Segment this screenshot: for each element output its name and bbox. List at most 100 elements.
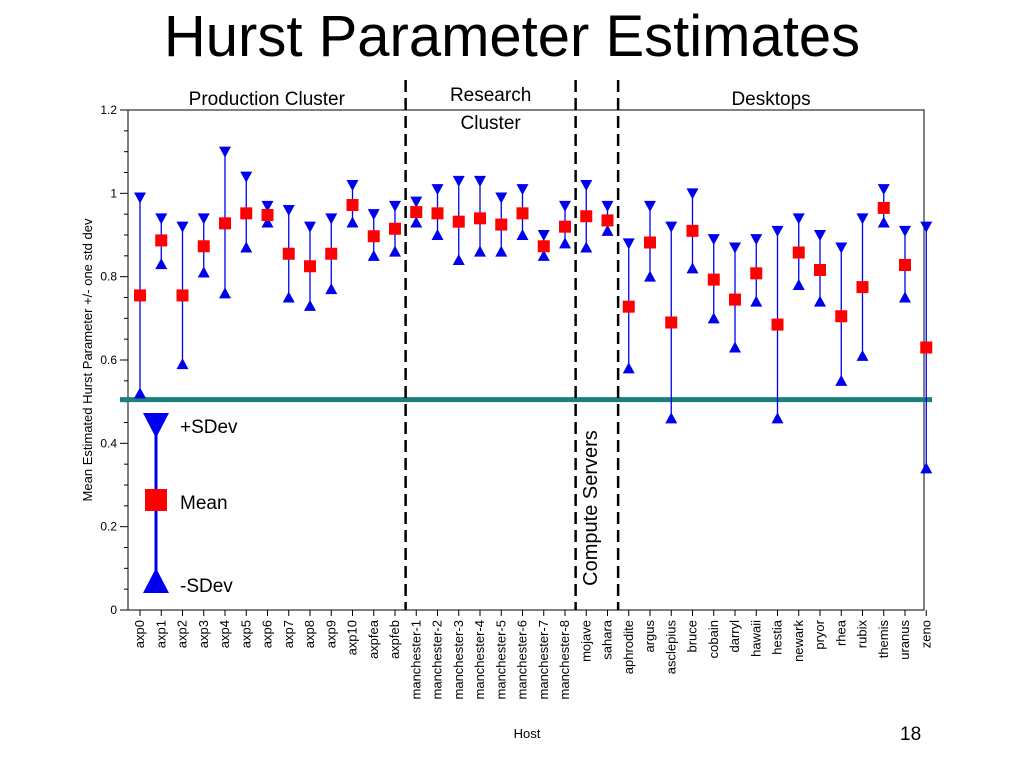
plus-sdev-marker bbox=[367, 209, 380, 221]
plus-sdev-marker bbox=[537, 230, 550, 241]
plus-sdev-marker bbox=[814, 230, 826, 241]
y-tick-label: 0.8 bbox=[100, 270, 117, 284]
mean-marker bbox=[537, 240, 550, 253]
plus-sdev-marker bbox=[176, 221, 189, 233]
minus-sdev-marker bbox=[814, 295, 826, 307]
plus-sdev-marker bbox=[707, 234, 720, 246]
y-tick-label: 0.4 bbox=[100, 436, 117, 450]
x-tick-label: manchester-6 bbox=[515, 620, 530, 699]
group-label: Research bbox=[450, 85, 531, 106]
y-tick-label: 0 bbox=[110, 603, 117, 617]
minus-sdev-marker bbox=[729, 341, 741, 353]
mean-marker bbox=[792, 246, 805, 259]
x-tick-label: axp9 bbox=[323, 620, 338, 648]
x-tick-label: axp10 bbox=[345, 620, 360, 655]
plus-sdev-marker bbox=[282, 205, 295, 216]
group-label: Production Cluster bbox=[189, 89, 346, 110]
x-tick-label: manchester-5 bbox=[493, 620, 508, 699]
x-tick-label: pryor bbox=[812, 619, 827, 649]
x-tick-label: manchester-4 bbox=[472, 620, 487, 699]
mean-marker bbox=[197, 240, 210, 253]
mean-marker bbox=[814, 264, 826, 276]
x-tick-label: uranus bbox=[897, 620, 912, 660]
minus-sdev-marker bbox=[580, 241, 593, 253]
minus-sdev-marker bbox=[622, 362, 635, 374]
legend-plus-sdev-icon bbox=[143, 413, 169, 438]
mean-marker bbox=[899, 259, 911, 271]
plus-sdev-marker bbox=[219, 146, 231, 158]
y-tick-label: 0.6 bbox=[100, 353, 117, 367]
data-marks bbox=[134, 146, 933, 474]
minus-sdev-marker bbox=[431, 229, 444, 240]
mean-marker bbox=[452, 215, 465, 228]
minus-sdev-marker bbox=[452, 254, 465, 265]
mean-marker bbox=[665, 316, 678, 329]
plus-sdev-marker bbox=[261, 200, 274, 212]
minus-sdev-marker bbox=[644, 270, 656, 282]
group-label: Cluster bbox=[461, 113, 522, 134]
x-tick-label: axp5 bbox=[238, 620, 253, 648]
x-tick-label: sahara bbox=[600, 619, 615, 660]
minus-sdev-marker bbox=[367, 249, 380, 261]
legend-label-mean: Mean bbox=[180, 493, 228, 514]
x-tick-label: bruce bbox=[685, 620, 700, 653]
minus-sdev-marker bbox=[304, 299, 316, 311]
mean-marker bbox=[155, 234, 168, 247]
minus-sdev-marker bbox=[474, 245, 486, 257]
mean-marker bbox=[920, 341, 933, 354]
minus-sdev-marker bbox=[792, 279, 805, 290]
mean-marker bbox=[389, 222, 401, 235]
mean-marker bbox=[580, 210, 593, 223]
mean-marker bbox=[686, 224, 699, 237]
mean-marker bbox=[346, 199, 359, 211]
legend-minus-sdev-icon bbox=[143, 568, 169, 593]
x-tick-label: axp2 bbox=[175, 620, 190, 648]
x-tick-label: aphrodite bbox=[621, 620, 636, 674]
x-tick-label: newark bbox=[791, 620, 806, 662]
plus-sdev-marker bbox=[197, 213, 210, 225]
mean-marker bbox=[729, 293, 741, 306]
mean-marker bbox=[431, 207, 444, 220]
x-tick-label: axp6 bbox=[260, 620, 275, 648]
x-tick-label: manchester-7 bbox=[536, 620, 551, 699]
y-tick-label: 1 bbox=[110, 186, 117, 200]
legend-label-minus-sdev: -SDev bbox=[180, 576, 233, 597]
x-tick-label: themis bbox=[876, 620, 891, 659]
mean-marker bbox=[282, 247, 295, 260]
minus-sdev-marker bbox=[920, 462, 933, 474]
legend: +SDev Mean -SDev bbox=[143, 413, 238, 597]
mean-marker bbox=[325, 247, 338, 260]
x-tick-label: hawaii bbox=[748, 620, 763, 657]
minus-sdev-marker bbox=[219, 287, 231, 299]
group-separators bbox=[404, 80, 620, 610]
x-tick-label: axpfea bbox=[366, 619, 381, 659]
plus-sdev-marker bbox=[304, 221, 316, 233]
x-tick-label: axp7 bbox=[281, 620, 296, 648]
plus-sdev-marker bbox=[750, 234, 763, 246]
x-tick-label: asclepius bbox=[663, 620, 678, 675]
plus-sdev-marker bbox=[325, 213, 338, 225]
plus-sdev-marker bbox=[622, 238, 635, 250]
minus-sdev-marker bbox=[856, 349, 869, 361]
plus-sdev-marker bbox=[431, 184, 444, 196]
mean-marker bbox=[707, 273, 720, 286]
x-tick-label: hestia bbox=[770, 619, 785, 654]
minus-sdev-marker bbox=[197, 266, 210, 278]
mean-marker bbox=[559, 220, 571, 233]
minus-sdev-marker bbox=[537, 249, 550, 261]
mean-marker bbox=[644, 236, 656, 249]
x-tick-label: axp3 bbox=[196, 620, 211, 648]
group-label: Desktops bbox=[731, 89, 810, 110]
minus-sdev-marker bbox=[282, 291, 295, 303]
x-tick-label: darryl bbox=[727, 620, 742, 653]
minus-sdev-marker bbox=[835, 374, 848, 386]
minus-sdev-marker bbox=[261, 216, 274, 228]
minus-sdev-marker bbox=[686, 262, 699, 274]
x-tick-label: rubix bbox=[855, 620, 870, 649]
minus-sdev-marker bbox=[389, 245, 401, 257]
plus-sdev-marker bbox=[580, 180, 593, 191]
mean-marker bbox=[219, 217, 231, 230]
plus-sdev-marker bbox=[240, 171, 253, 183]
plus-sdev-marker bbox=[389, 200, 401, 212]
mean-marker bbox=[856, 281, 869, 294]
